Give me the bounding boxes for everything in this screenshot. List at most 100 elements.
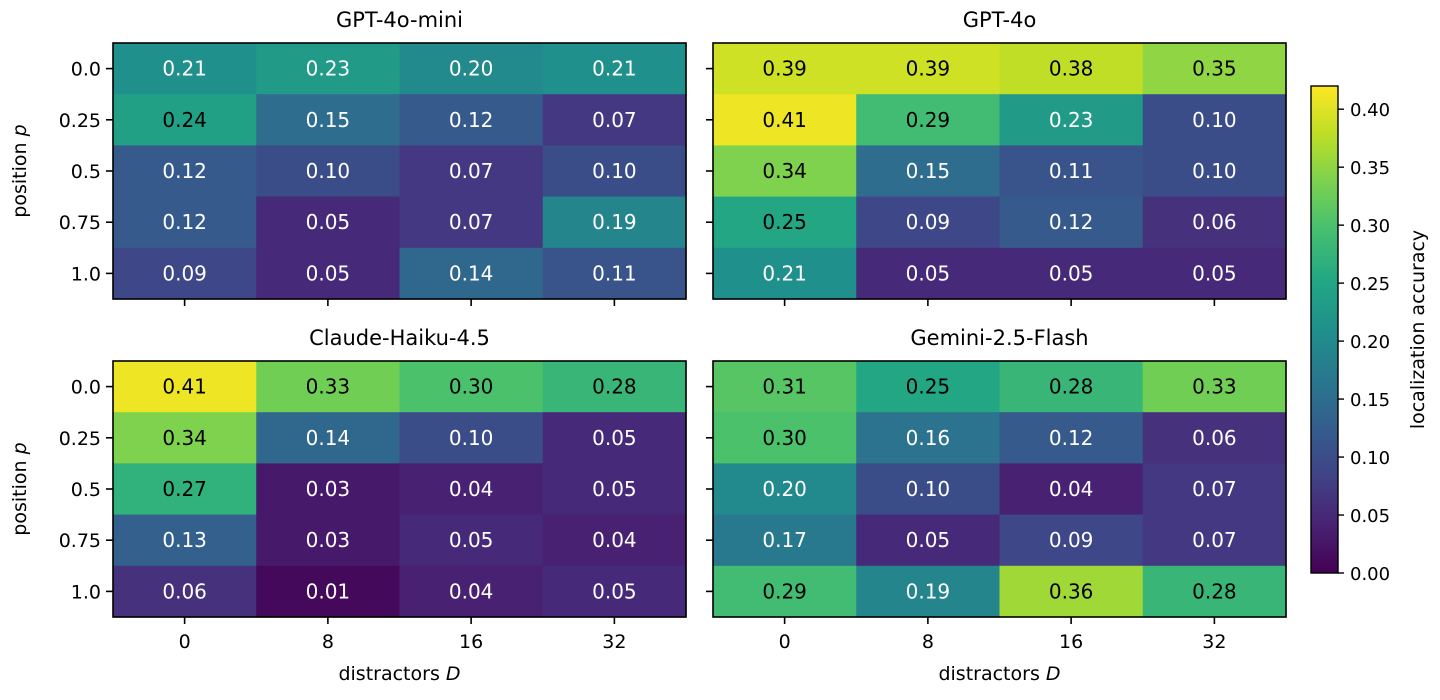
- cell-value-label: 0.05: [306, 261, 351, 285]
- colorbar-tick-label: 0.40: [1350, 100, 1390, 121]
- panel-title: Claude-Haiku-4.5: [309, 326, 490, 350]
- heatmap-cell: [1142, 43, 1287, 95]
- cell-value-label: 0.29: [906, 108, 951, 132]
- x-tick-label: 0: [179, 631, 191, 653]
- cell-value-label: 0.12: [449, 108, 494, 132]
- cell-value-label: 0.03: [306, 477, 351, 501]
- heatmap-cell: [999, 145, 1144, 198]
- cell-value-label: 0.04: [449, 477, 494, 501]
- cell-value-label: 0.05: [306, 210, 351, 234]
- x-axis-label: distractors D: [938, 663, 1060, 685]
- cell-value-label: 0.14: [449, 261, 494, 285]
- cell-value-label: 0.04: [1049, 477, 1094, 501]
- heatmap-cell: [713, 514, 857, 567]
- cell-value-label: 0.12: [162, 159, 207, 183]
- cell-value-label: 0.06: [1192, 426, 1237, 450]
- colorbar-tick-label: 0.20: [1350, 332, 1390, 353]
- y-tick-label: 0.5: [71, 161, 101, 183]
- x-tick-label: 0: [779, 631, 791, 653]
- heatmap-cell: [113, 43, 257, 95]
- cell-value-label: 0.25: [762, 210, 807, 234]
- cell-value-label: 0.41: [162, 375, 207, 399]
- heatmap-cell: [256, 565, 401, 618]
- cell-value-label: 0.10: [906, 477, 951, 501]
- heatmap-cell: [1142, 463, 1287, 516]
- heatmap-cell: [399, 145, 544, 198]
- panel-4: Gemini-2.5-Flash 0.31 0.25 0.28 0.33 0.30 0.16…: [706, 326, 1287, 685]
- cell-value-label: 0.39: [762, 57, 807, 81]
- colorbar-tick-label: 0.00: [1350, 564, 1390, 585]
- panel-3: Claude-Haiku-4.5 0.41 0.33 0.30 0.28 0.34 0.14…: [9, 326, 687, 685]
- heatmap-cell: [399, 514, 544, 567]
- heatmap-cell: [999, 247, 1144, 300]
- heatmap-cell: [113, 196, 257, 249]
- heatmap-cell: [399, 247, 544, 300]
- heatmap-cell: [713, 94, 857, 146]
- cell-value-label: 0.38: [1049, 57, 1094, 81]
- colorbar-tick-label: 0.05: [1350, 506, 1390, 527]
- x-tick-label: 16: [459, 631, 483, 653]
- colorbar-label: localization accuracy: [1407, 230, 1429, 429]
- cell-value-label: 0.20: [762, 477, 807, 501]
- cell-value-label: 0.36: [1049, 579, 1094, 603]
- heatmap-cell: [542, 412, 687, 464]
- x-axis-label: distractors D: [338, 663, 460, 685]
- heatmap-cell: [1142, 412, 1287, 464]
- cell-value-label: 0.33: [1192, 375, 1237, 399]
- heatmap-cell: [999, 196, 1144, 249]
- y-tick-label: 0.0: [71, 59, 101, 81]
- heatmap-cell: [713, 247, 857, 300]
- heatmap-cell: [999, 94, 1144, 146]
- heatmap-cell: [713, 565, 857, 618]
- y-axis-label: position p: [9, 124, 31, 217]
- cell-value-label: 0.09: [1049, 528, 1094, 552]
- panel-1: GPT-4o-mini 0.21 0.23 0.20 0.21 0.24 0.15 0.12 0…: [9, 8, 687, 306]
- heatmap-cell: [542, 247, 687, 300]
- cell-value-label: 0.12: [1049, 426, 1094, 450]
- cell-value-label: 0.07: [449, 159, 494, 183]
- cell-value-label: 0.23: [1049, 108, 1094, 132]
- cell-value-label: 0.09: [162, 261, 207, 285]
- colorbar-tick-label: 0.15: [1350, 390, 1390, 411]
- cell-value-label: 0.31: [762, 375, 807, 399]
- heatmap-cell: [999, 514, 1144, 567]
- heatmap-cell: [113, 361, 257, 413]
- cell-value-label: 0.10: [1192, 159, 1237, 183]
- cell-value-label: 0.15: [306, 108, 351, 132]
- heatmap-cell: [399, 565, 544, 618]
- heatmap-cell: [542, 43, 687, 95]
- x-tick-label: 32: [1202, 631, 1226, 653]
- y-tick-label: 0.0: [71, 377, 101, 399]
- cell-value-label: 0.12: [162, 210, 207, 234]
- heatmap-cell: [113, 412, 257, 464]
- cell-value-label: 0.06: [162, 579, 207, 603]
- heatmap-cell: [1142, 361, 1287, 413]
- heatmap-cell: [399, 463, 544, 516]
- panel-title: GPT-4o-mini: [336, 8, 463, 32]
- panel-title: Gemini-2.5-Flash: [910, 326, 1088, 350]
- x-tick-label: 16: [1059, 631, 1083, 653]
- cell-value-label: 0.29: [762, 579, 807, 603]
- heatmap-cell: [256, 463, 401, 516]
- heatmap-cell: [999, 412, 1144, 464]
- cell-value-label: 0.28: [1192, 579, 1237, 603]
- cell-value-label: 0.30: [449, 375, 494, 399]
- cell-value-label: 0.13: [162, 528, 207, 552]
- cell-value-label: 0.07: [1192, 528, 1237, 552]
- cell-value-label: 0.05: [906, 261, 951, 285]
- cell-value-label: 0.23: [306, 57, 351, 81]
- panels-group: GPT-4o-mini 0.21 0.23 0.20 0.21 0.24 0.15 0.12 0…: [9, 8, 1287, 685]
- heatmap-cell: [113, 145, 257, 198]
- cell-value-label: 0.05: [1192, 261, 1237, 285]
- cell-value-label: 0.16: [906, 426, 951, 450]
- heatmap-cell: [113, 94, 257, 146]
- heatmap-cell: [399, 196, 544, 249]
- heatmap-cell: [999, 463, 1144, 516]
- colorbar-tick-label: 0.10: [1350, 448, 1390, 469]
- heatmap-cell: [856, 145, 1001, 198]
- heatmap-cell: [713, 196, 857, 249]
- cell-value-label: 0.17: [762, 528, 807, 552]
- y-tick-label: 0.25: [59, 428, 101, 450]
- cell-value-label: 0.12: [1049, 210, 1094, 234]
